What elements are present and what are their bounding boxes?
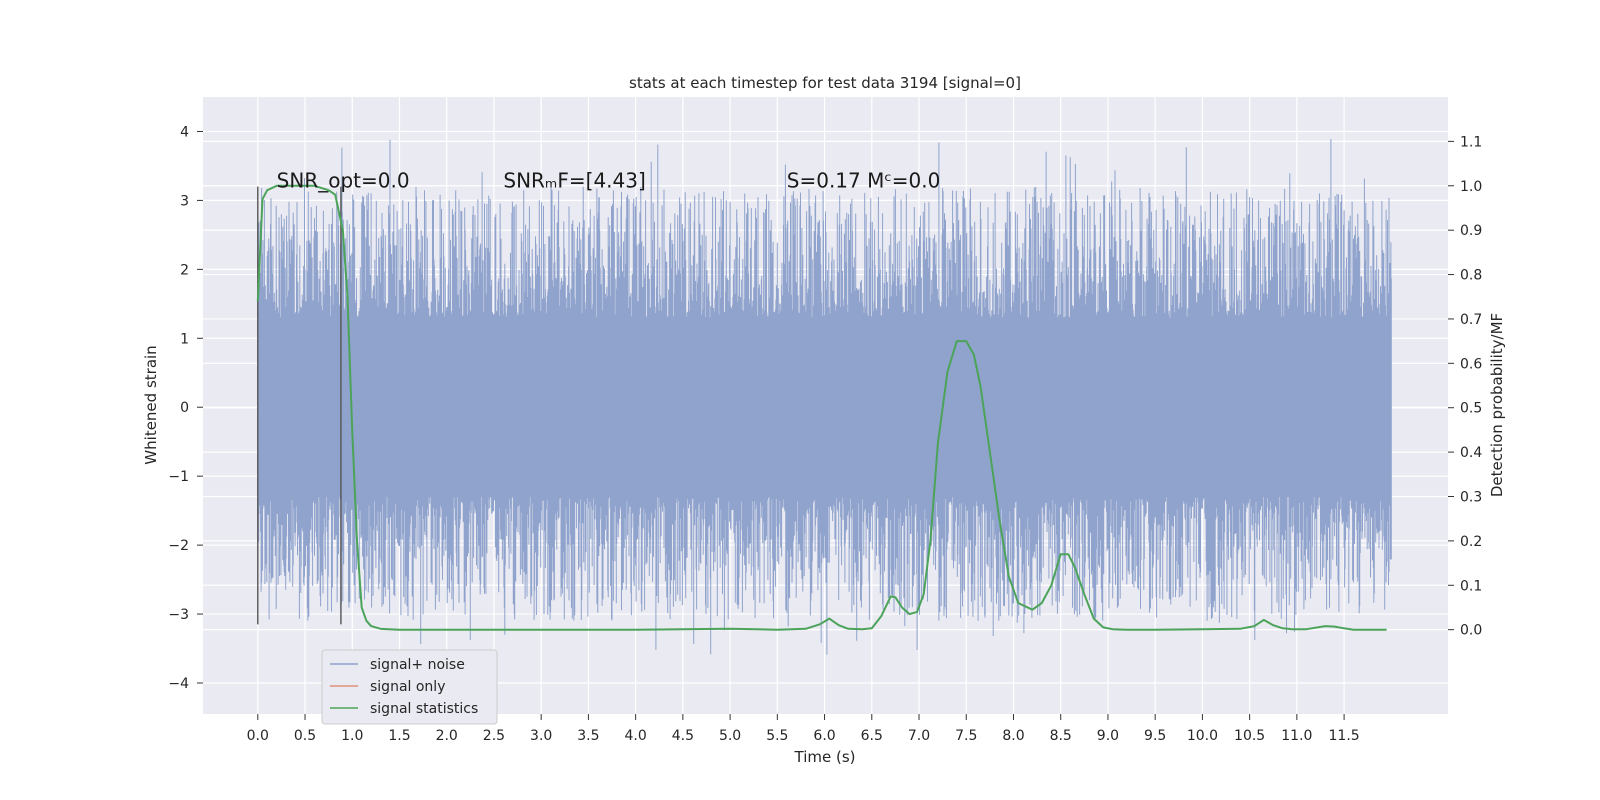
y2-tick-label: 0.2 [1460, 534, 1482, 550]
y-tick-label: −2 [168, 538, 189, 554]
x-tick-label: 3.0 [530, 728, 552, 744]
signal-statistics-series [256, 184, 1387, 631]
y-axis-label: Whitened strain [142, 345, 160, 464]
y-tick-label: 2 [180, 262, 189, 278]
y2-tick-label: 0.9 [1460, 223, 1482, 239]
legend-label-signal-noise: signal+ noise [370, 657, 465, 673]
x-tick-label: 11.5 [1329, 728, 1360, 744]
x-tick-label: 7.0 [908, 728, 930, 744]
x-tick-label: 7.5 [955, 728, 977, 744]
legend-label-signal-statistics: signal statistics [370, 701, 478, 717]
legend-label-signal-only: signal only [370, 679, 445, 695]
y2-tick-label: 0.4 [1460, 445, 1482, 461]
x-tick-label: 1.5 [388, 728, 410, 744]
y-tick-label: 1 [180, 331, 189, 347]
y2-axis-label: Detection probability/MF [1488, 313, 1506, 497]
y-axis-ticks: −4 −3 −2 −1 0 1 2 3 4 [168, 124, 203, 692]
x-tick-label: 0.5 [294, 728, 316, 744]
signal-noise-series [257, 139, 1392, 655]
x-tick-label: 1.0 [341, 728, 363, 744]
x-tick-label: 11.0 [1281, 728, 1312, 744]
signal-statistics-line [256, 184, 1387, 631]
x-tick-label: 9.5 [1144, 728, 1166, 744]
y-tick-label: −1 [168, 469, 189, 485]
x-tick-label: 2.0 [436, 728, 458, 744]
y2-tick-label: 0.3 [1460, 489, 1482, 505]
x-tick-label: 6.5 [861, 728, 883, 744]
legend: signal+ noise signal only signal statist… [321, 649, 498, 725]
x-axis-label: Time (s) [794, 748, 856, 766]
y2-axis-ticks: 0.0 0.1 0.2 0.3 0.4 0.5 0.6 0.7 0.8 0.9 1.0 1.1 [1448, 134, 1482, 639]
x-axis-ticks: 0.0 0.5 1.0 1.5 2.0 2.5 3.0 3.5 4.0 4.5 5.0 5.5 6.0 6… [247, 714, 1360, 744]
x-tick-label: 2.5 [483, 728, 505, 744]
vertical-markers [257, 186, 342, 625]
x-tick-label: 0.0 [247, 728, 269, 744]
x-tick-label: 8.5 [1050, 728, 1072, 744]
x-tick-label: 10.0 [1187, 728, 1218, 744]
y-tick-label: 4 [180, 124, 189, 140]
x-tick-label: 3.5 [577, 728, 599, 744]
x-tick-label: 8.0 [1002, 728, 1024, 744]
annotation-text: S=0.17 Mᶜ=0.0 [787, 169, 941, 193]
y2-tick-label: 0.5 [1460, 401, 1482, 417]
y2-tick-label: 0.8 [1460, 268, 1482, 284]
y2-tick-label: 0.6 [1460, 356, 1482, 372]
y-tick-label: −3 [168, 607, 189, 623]
x-tick-label: 5.0 [719, 728, 741, 744]
x-tick-label: 4.0 [624, 728, 646, 744]
x-tick-label: 4.5 [672, 728, 694, 744]
x-tick-label: 10.5 [1234, 728, 1265, 744]
legend-box [321, 649, 498, 725]
y2-tick-label: 1.0 [1460, 179, 1482, 195]
annotations: SNR_opt=0.0 SNRₘF=[4.43] S=0.17 Mᶜ=0.0 [277, 169, 941, 193]
y2-tick-label: 0.1 [1460, 578, 1482, 594]
x-tick-label: 6.0 [813, 728, 835, 744]
chart-title: stats at each timestep for test data 319… [629, 74, 1021, 92]
y-tick-label: 0 [180, 400, 189, 416]
y2-tick-label: 1.1 [1460, 134, 1482, 150]
annotation-text: SNRₘF=[4.43] [503, 169, 645, 193]
x-tick-label: 5.5 [766, 728, 788, 744]
y2-tick-label: 0.0 [1460, 623, 1482, 639]
y-tick-label: −4 [168, 676, 189, 692]
y-tick-label: 3 [180, 193, 189, 209]
x-tick-label: 9.0 [1097, 728, 1119, 744]
y2-tick-label: 0.7 [1460, 312, 1482, 328]
annotation-text: SNR_opt=0.0 [277, 169, 410, 193]
